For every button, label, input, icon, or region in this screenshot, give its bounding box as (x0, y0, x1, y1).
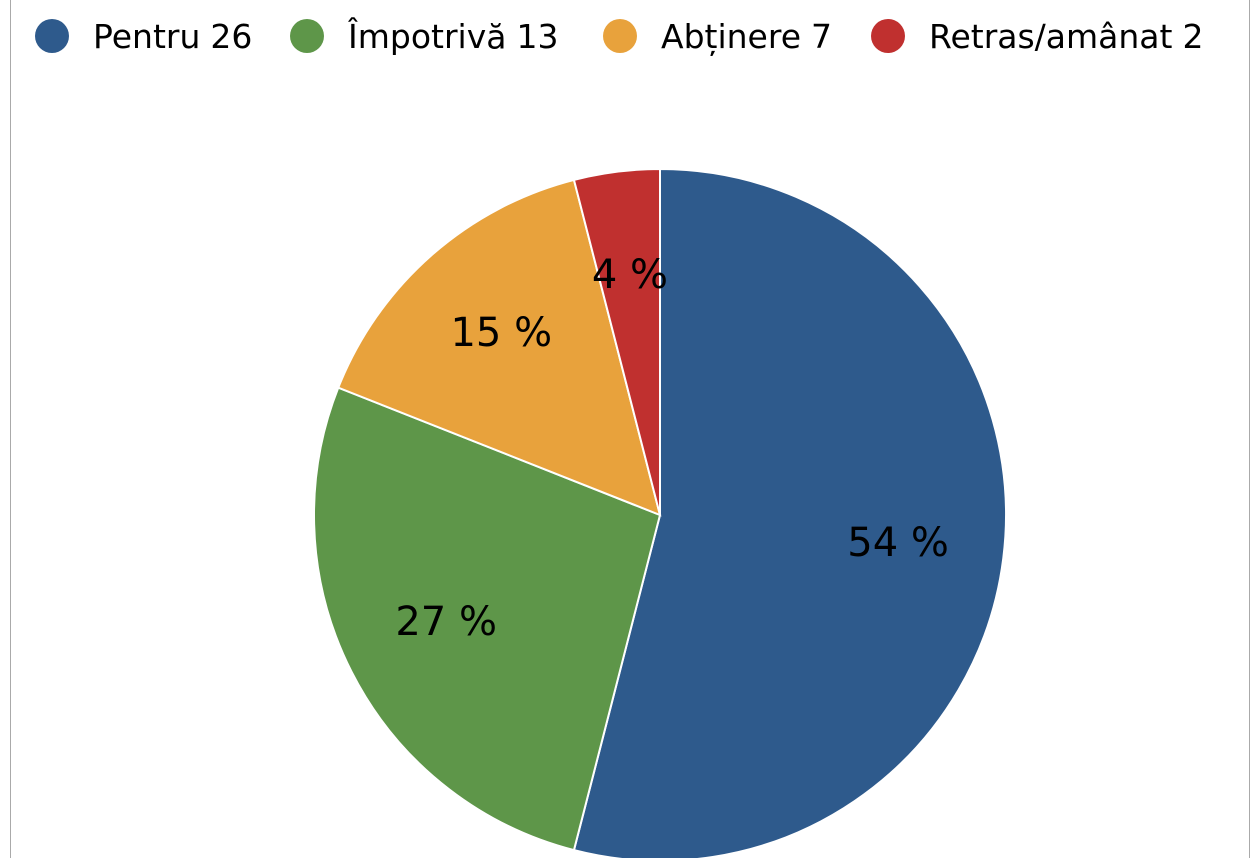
slice-label: 4 % (592, 252, 668, 298)
legend-marker (35, 19, 69, 53)
slice-label: 54 % (847, 520, 949, 566)
pie-slice (572, 167, 661, 516)
pie-slice (313, 386, 662, 852)
legend-label: Abținere 7 (661, 17, 832, 57)
legend-name: Pentru (93, 17, 200, 56)
slice-label: 15 % (450, 310, 552, 356)
pie-slice (336, 178, 662, 517)
legend-count: 2 (1182, 17, 1203, 56)
legend-label: Împotrivă 13 (347, 16, 558, 56)
legend-marker (871, 19, 905, 53)
legend-name: Retras/amânat (929, 17, 1173, 56)
legend-count: 7 (811, 17, 832, 56)
legend-name: Abținere (661, 17, 801, 57)
legend-label: Pentru 26 (93, 17, 252, 56)
legend-label: Retras/amânat 2 (929, 17, 1203, 56)
legend-count: 13 (516, 17, 558, 56)
legend-name: Împotrivă (347, 16, 506, 56)
legend-marker (290, 19, 324, 53)
plot-border (10, 0, 1250, 858)
pie-slice (572, 167, 1007, 858)
legend-marker (603, 19, 637, 53)
legend-count: 26 (210, 17, 252, 56)
slice-label: 27 % (395, 599, 497, 645)
